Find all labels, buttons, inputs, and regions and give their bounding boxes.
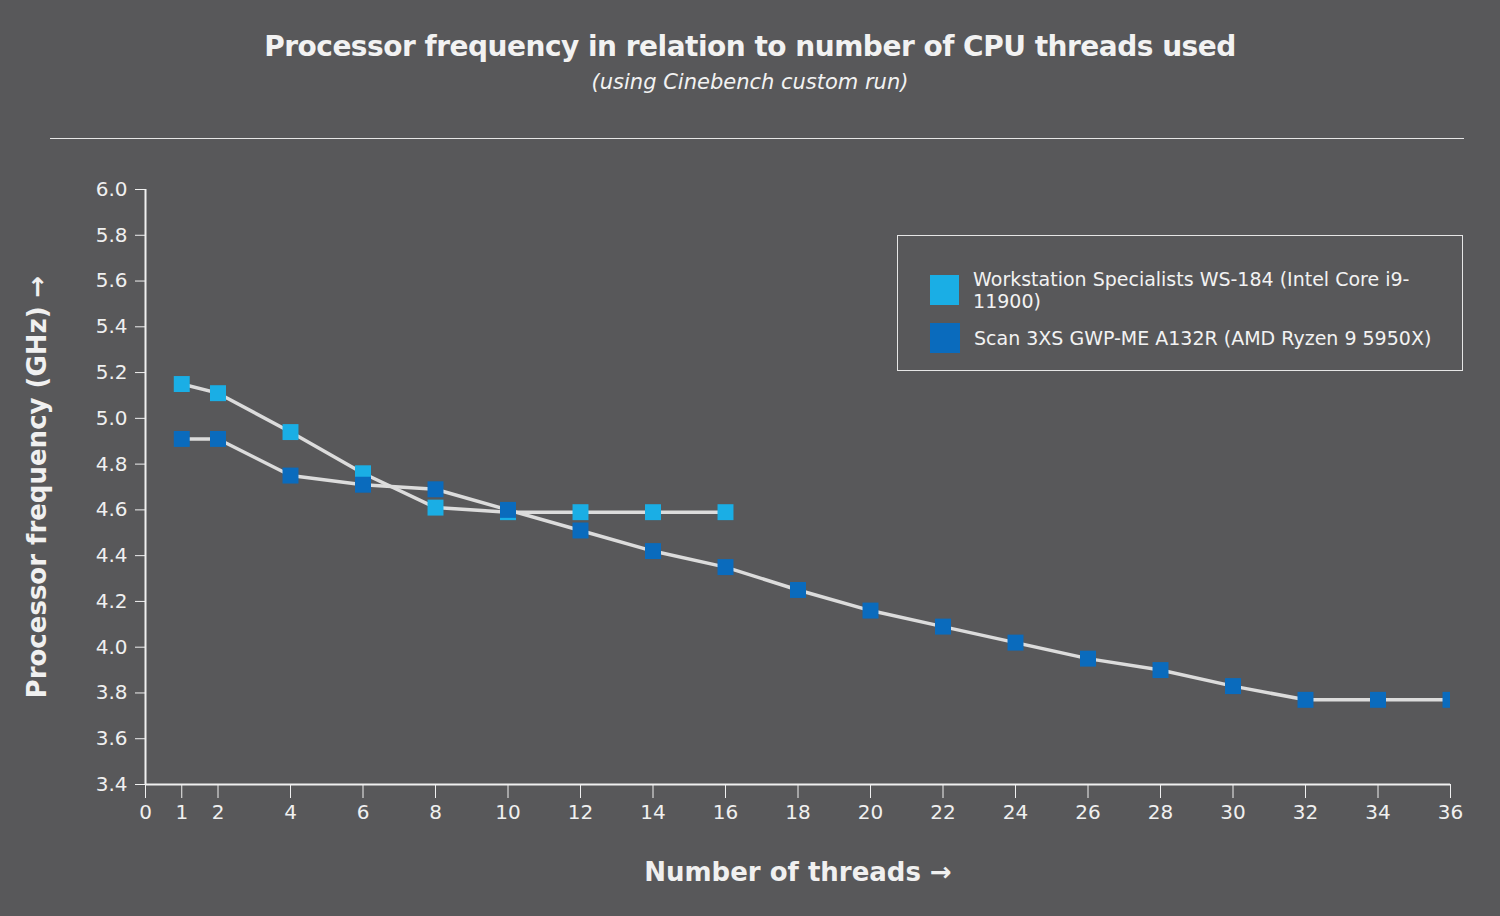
svg-text:32: 32: [1293, 800, 1318, 824]
svg-text:4.0: 4.0: [96, 635, 128, 659]
svg-text:22: 22: [930, 800, 955, 824]
svg-text:18: 18: [785, 800, 810, 824]
html-text:Workstation Specialists WS-184: Workstation Specialists WS-184 (Intel Co…: [973, 268, 1410, 312]
svg-text:16: 16: [713, 800, 738, 824]
svg-text:20: 20: [858, 800, 883, 824]
svg-text:26: 26: [1075, 800, 1100, 824]
svg-text:3.6: 3.6: [96, 726, 128, 750]
svg-text:4.6: 4.6: [96, 497, 128, 521]
svg-text:24: 24: [1003, 800, 1028, 824]
svg-text:5.6: 5.6: [96, 268, 128, 292]
svg-text:3.8: 3.8: [96, 680, 128, 704]
svg-text:30: 30: [1220, 800, 1245, 824]
svg-text:Processor frequency (GHz) →: Processor frequency (GHz) →: [22, 276, 52, 699]
svg-text:Number of threads →: Number of threads →: [644, 857, 952, 887]
svg-text:4.2: 4.2: [96, 589, 128, 613]
html-text:(using Cinebench custom run): (using Cinebench custom run): [591, 70, 909, 94]
svg-text:4.8: 4.8: [96, 452, 128, 476]
svg-text:10: 10: [495, 800, 520, 824]
svg-text:28: 28: [1148, 800, 1173, 824]
svg-text:0: 0: [139, 800, 152, 824]
svg-text:4: 4: [284, 800, 297, 824]
svg-text:2: 2: [212, 800, 225, 824]
svg-text:14: 14: [640, 800, 665, 824]
svg-text:34: 34: [1365, 800, 1390, 824]
svg-text:12: 12: [568, 800, 593, 824]
svg-text:5.4: 5.4: [96, 314, 128, 338]
svg-text:8: 8: [429, 800, 442, 824]
svg-text:6: 6: [357, 800, 370, 824]
svg-text:3.4: 3.4: [96, 772, 128, 796]
svg-text:1: 1: [175, 800, 188, 824]
svg-text:36: 36: [1438, 800, 1463, 824]
svg-text:5.2: 5.2: [96, 360, 128, 384]
svg-text:4.4: 4.4: [96, 543, 128, 567]
svg-text:5.8: 5.8: [96, 223, 128, 247]
html-text:Processor frequency in relatio: Processor frequency in relation to numbe…: [264, 30, 1236, 63]
svg-text:5.0: 5.0: [96, 406, 128, 430]
svg-text:6.0: 6.0: [96, 177, 128, 201]
html-text:Scan 3XS GWP-ME A132R (AMD Ryz: Scan 3XS GWP-ME A132R (AMD Ryzen 9 5950X…: [974, 327, 1432, 349]
